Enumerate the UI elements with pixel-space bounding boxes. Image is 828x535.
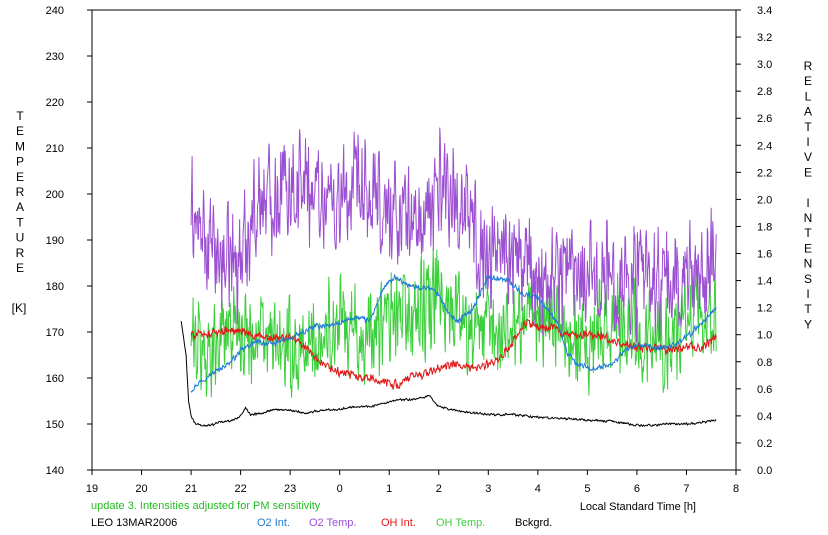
right-label-letter: T bbox=[804, 226, 812, 240]
left-label-letter: M bbox=[15, 139, 25, 153]
left-tick-label: 210 bbox=[46, 143, 64, 155]
x-tick-label: 19 bbox=[86, 483, 98, 495]
left-label-letter: T bbox=[16, 215, 24, 229]
legend-oh-temp: OH Temp. bbox=[436, 517, 485, 529]
right-label-letter: Y bbox=[804, 317, 812, 331]
legend: O2 Int. O2 Temp. OH Int. OH Temp. Bckgrd… bbox=[257, 517, 552, 529]
right-tick-label: 3.4 bbox=[757, 5, 772, 17]
left-tick-label: 190 bbox=[46, 235, 64, 247]
left-label-letter: U bbox=[16, 231, 25, 245]
legend-bckgrd: Bckgrd. bbox=[515, 517, 552, 529]
left-tick-label: 160 bbox=[46, 373, 64, 385]
left-tick-label: 240 bbox=[46, 5, 64, 17]
right-label-letter: I bbox=[806, 196, 809, 210]
left-label-letter: E bbox=[16, 124, 24, 138]
left-label-letter: E bbox=[16, 261, 24, 275]
right-label-letter: V bbox=[804, 150, 812, 164]
left-axis: 140 150 160 170 180 190 200 210 220 230 240 bbox=[46, 5, 92, 477]
x-tick-label: 3 bbox=[485, 483, 491, 495]
x-tick-label: 1 bbox=[386, 483, 392, 495]
left-label-letter: T bbox=[16, 109, 24, 123]
left-tick-label: 230 bbox=[46, 51, 64, 63]
x-tick-label: 7 bbox=[683, 483, 689, 495]
right-tick-label: 0.2 bbox=[757, 438, 772, 450]
right-label-letter: E bbox=[804, 241, 812, 255]
series-layer bbox=[180, 127, 717, 428]
right-label-letter: E bbox=[804, 74, 812, 88]
x-tick-label: 23 bbox=[284, 483, 296, 495]
x-tick-label: 21 bbox=[185, 483, 197, 495]
left-tick-label: 220 bbox=[46, 97, 64, 109]
right-tick-label: 1.2 bbox=[757, 303, 772, 315]
right-label-letter: N bbox=[804, 257, 813, 271]
x-tick-label: 8 bbox=[733, 483, 739, 495]
x-tick-label: 4 bbox=[535, 483, 541, 495]
series-line-o2-int bbox=[190, 273, 717, 393]
right-tick-label: 0.0 bbox=[757, 465, 772, 477]
right-tick-label: 2.4 bbox=[757, 140, 772, 152]
right-tick-label: 1.8 bbox=[757, 221, 772, 233]
left-label-letter: A bbox=[16, 200, 24, 214]
right-label-letter: I bbox=[806, 287, 809, 301]
right-label-letter: I bbox=[806, 135, 809, 149]
right-tick-label: 2.6 bbox=[757, 113, 772, 125]
x-tick-label: 5 bbox=[584, 483, 590, 495]
right-label-letter: T bbox=[804, 302, 812, 316]
series-line-o2-temp bbox=[190, 127, 717, 343]
right-tick-label: 1.0 bbox=[757, 330, 772, 342]
legend-o2-int: O2 Int. bbox=[257, 517, 290, 529]
right-label-letter: A bbox=[804, 105, 812, 119]
right-tick-label: 2.2 bbox=[757, 167, 772, 179]
left-label-unit: [K] bbox=[12, 301, 27, 315]
left-tick-label: 140 bbox=[46, 465, 64, 477]
x-axis-label: Local Standard Time [h] bbox=[580, 501, 696, 513]
right-label-letter: N bbox=[804, 211, 813, 225]
right-tick-label: 0.8 bbox=[757, 357, 772, 369]
left-label-letter: R bbox=[16, 185, 25, 199]
left-label-letter: R bbox=[16, 246, 25, 260]
left-tick-label: 150 bbox=[46, 419, 64, 431]
x-tick-label: 6 bbox=[634, 483, 640, 495]
right-tick-label: 1.4 bbox=[757, 276, 772, 288]
series-line-bckgrd bbox=[180, 321, 717, 428]
series-line-oh-temp bbox=[190, 248, 717, 398]
left-tick-label: 200 bbox=[46, 189, 64, 201]
left-label-letter: P bbox=[16, 155, 24, 169]
right-tick-label: 0.4 bbox=[757, 411, 772, 423]
x-tick-label: 0 bbox=[337, 483, 343, 495]
station-date-text: LEO 13MAR2006 bbox=[91, 517, 177, 529]
right-tick-label: 2.0 bbox=[757, 194, 772, 206]
right-label-letter: S bbox=[804, 272, 812, 286]
x-tick-label: 2 bbox=[436, 483, 442, 495]
left-tick-label: 170 bbox=[46, 327, 64, 339]
right-label-letter: L bbox=[805, 89, 812, 103]
bottom-axis: 19 20 21 22 23 0 1 2 3 4 5 6 7 8 bbox=[86, 470, 739, 495]
right-tick-label: 1.6 bbox=[757, 249, 772, 261]
right-tick-label: 3.2 bbox=[757, 32, 772, 44]
x-tick-label: 20 bbox=[135, 483, 147, 495]
series-line-oh-int bbox=[190, 318, 717, 391]
right-label-letter: R bbox=[804, 59, 813, 73]
left-label-letter: E bbox=[16, 170, 24, 184]
right-label-letter: T bbox=[804, 120, 812, 134]
x-tick-label: 22 bbox=[234, 483, 246, 495]
note-text: update 3. Intensities adjusted for PM se… bbox=[91, 500, 321, 512]
plot-area bbox=[91, 9, 737, 471]
right-tick-label: 3.0 bbox=[757, 59, 772, 71]
legend-oh-int: OH Int. bbox=[381, 517, 416, 529]
right-tick-label: 2.8 bbox=[757, 86, 772, 98]
left-tick-label: 180 bbox=[46, 281, 64, 293]
legend-o2-temp: O2 Temp. bbox=[309, 517, 357, 529]
right-label-letter: E bbox=[804, 165, 812, 179]
right-tick-label: 0.6 bbox=[757, 384, 772, 396]
right-axis: 0.0 0.2 0.4 0.6 0.8 1.0 1.2 1.4 1.6 1.8 2.0 2.2 2.4 2… bbox=[736, 5, 772, 477]
